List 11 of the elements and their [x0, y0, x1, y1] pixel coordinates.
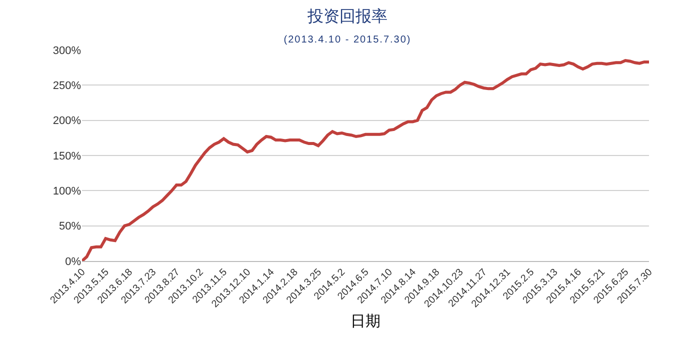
- line-series: [82, 59, 649, 261]
- y-tick-label: 0%: [65, 256, 82, 268]
- y-tick-label: 250%: [52, 80, 82, 92]
- y-tick-label: 50%: [58, 220, 82, 233]
- chart-subtitle: (2013.4.10 - 2015.7.30): [284, 34, 412, 46]
- chart-title: 投资回报率: [306, 8, 388, 26]
- y-tick-label: 150%: [52, 150, 82, 162]
- x-axis-title: 日期: [350, 313, 380, 330]
- y-tick-label: 100%: [52, 186, 82, 198]
- y-tick-label: 300%: [52, 44, 82, 57]
- y-tick-label: 200%: [52, 115, 82, 128]
